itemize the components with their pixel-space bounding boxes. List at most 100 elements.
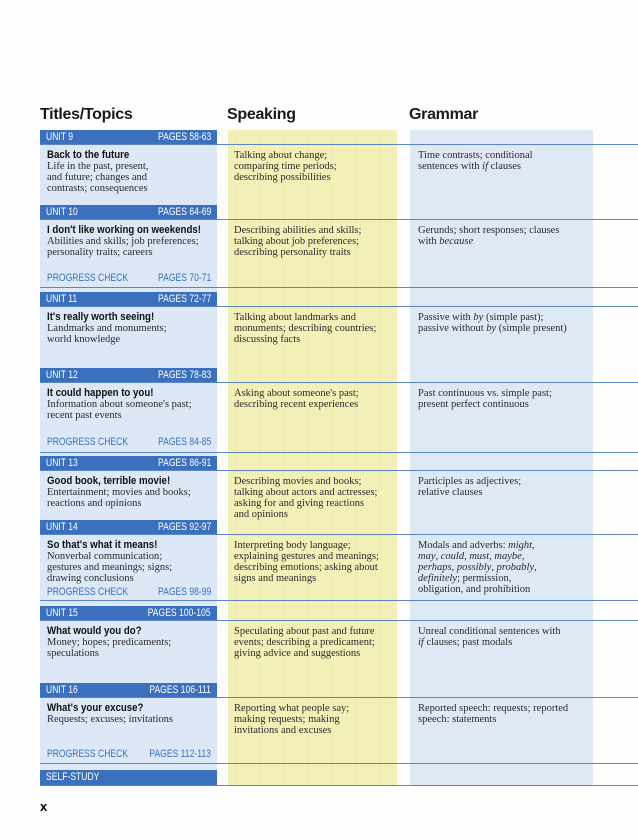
grammar-segment: Past continuous vs. simple past; present…: [418, 388, 552, 410]
divider: [40, 763, 638, 764]
unit-grammar: Reported speech: requests; reported spee…: [418, 703, 568, 725]
unit-label: UNIT 12: [46, 369, 78, 381]
grammar-segment: definitely: [418, 573, 458, 584]
progress-check-pages: PAGES 112-113: [149, 748, 211, 760]
unit-topics: Requests; excuses; invitations: [47, 714, 173, 725]
grammar-segment: maybe: [494, 551, 522, 562]
grammar-segment: if: [418, 637, 424, 648]
unit-grammar: Gerunds; short responses; clauses with b…: [418, 225, 559, 247]
unit-bar: UNIT 9 PAGES 58-63: [40, 130, 217, 145]
unit-topics: Nonverbal communication; gestures and me…: [47, 551, 173, 584]
grammar-segment: perhaps: [418, 562, 452, 573]
grammar-segment: may: [418, 551, 436, 562]
progress-check-label: PROGRESS CHECK: [47, 272, 129, 284]
progress-check-pages: PAGES 98-99: [157, 586, 211, 598]
divider: [40, 144, 638, 145]
unit-topics: Landmarks and monuments; world knowledge: [47, 323, 167, 345]
unit-speaking: Describing abilities and skills; talking…: [234, 225, 362, 258]
unit-pages: PAGES 78-83: [157, 369, 211, 381]
grammar-segment: Modals and adverbs:: [418, 540, 509, 551]
unit-speaking: Speculating about past and future events…: [234, 626, 375, 659]
grammar-segment: (simple present): [496, 323, 567, 334]
unit-bar: UNIT 14 PAGES 92-97: [40, 520, 217, 535]
speaking-header: Speaking: [227, 106, 296, 123]
unit-speaking: Asking about someone's past; describing …: [234, 388, 359, 410]
grammar-segment: ,: [491, 562, 497, 573]
unit-label: UNIT 15: [46, 607, 78, 619]
divider: [40, 785, 638, 786]
grammar-segment: Reported speech: requests; reported spee…: [418, 703, 569, 725]
titles-topics-header: Titles/Topics: [40, 106, 133, 123]
unit-topics: Entertainment; movies and books; reactio…: [47, 487, 191, 509]
grammar-segment: Gerunds; short responses; clauses with: [418, 225, 560, 247]
speaking-column-bg: [228, 130, 397, 786]
divider: [40, 219, 638, 220]
unit-bar: UNIT 12 PAGES 78-83: [40, 368, 217, 383]
unit-title: It could happen to you!: [47, 387, 154, 399]
divider: [40, 470, 638, 471]
progress-check-label: PROGRESS CHECK: [47, 748, 129, 760]
unit-label: UNIT 11: [46, 293, 78, 305]
divider: [40, 600, 638, 601]
grammar-segment: Participles as adjectives; relative clau…: [418, 476, 522, 498]
unit-speaking: Describing movies and books; talking abo…: [234, 476, 378, 520]
unit-topics: Life in the past, present, and future; c…: [47, 161, 149, 194]
grammar-segment: ,: [534, 562, 537, 573]
unit-grammar: Time contrasts; conditional sentences wi…: [418, 150, 533, 172]
progress-check-pages: PAGES 70-71: [157, 272, 211, 284]
unit-pages: PAGES 72-77: [157, 293, 211, 305]
progress-check-label: PROGRESS CHECK: [47, 436, 129, 448]
grammar-segment: might: [508, 540, 533, 551]
unit-topics: Information about someone's past; recent…: [47, 399, 192, 421]
grammar-column-bg: [410, 130, 593, 786]
unit-title: It's really worth seeing!: [47, 311, 155, 323]
grammar-segment: because: [439, 236, 474, 247]
grammar-segment: must: [469, 551, 490, 562]
unit-pages: PAGES 106-111: [149, 684, 211, 696]
grammar-segment: probably: [496, 562, 535, 573]
grammar-segment: possibly: [456, 562, 492, 573]
unit-topics: Money; hopes; predicaments; speculations: [47, 637, 172, 659]
unit-label: UNIT 16: [46, 684, 78, 696]
divider: [40, 452, 638, 453]
divider: [40, 287, 638, 288]
unit-title: What's your excuse?: [47, 702, 144, 714]
unit-topics: Abilities and skills; job preferences; p…: [47, 236, 199, 258]
unit-bar: UNIT 13 PAGES 86-91: [40, 456, 217, 471]
grammar-segment: if: [482, 161, 488, 172]
grammar-segment: could: [440, 551, 465, 562]
grammar-segment: ,: [532, 540, 535, 551]
grammar-segment: by: [473, 312, 484, 323]
grammar-segment: ,: [464, 551, 470, 562]
page-number: x: [40, 799, 48, 814]
unit-bar: UNIT 11 PAGES 72-77: [40, 292, 217, 307]
grammar-segment: Unreal conditional sentences with: [418, 626, 561, 637]
grammar-segment: ,: [435, 551, 441, 562]
unit-bar: UNIT 16 PAGES 106-111: [40, 683, 217, 698]
unit-title: Good book, terrible movie!: [47, 475, 171, 487]
unit-speaking: Reporting what people say; making reques…: [234, 703, 350, 736]
divider: [40, 306, 638, 307]
unit-speaking: Interpreting body language; explaining g…: [234, 540, 379, 584]
grammar-segment: Time contrasts; conditional sentences wi…: [418, 150, 533, 172]
unit-grammar: Participles as adjectives; relative clau…: [418, 476, 521, 498]
progress-check-pages: PAGES 84-85: [157, 436, 211, 448]
grammar-segment: (simple past); passive without: [418, 312, 544, 334]
unit-grammar: Passive with by (simple past); passive w…: [418, 312, 567, 334]
grammar-segment: clauses: [488, 161, 521, 172]
grammar-segment: clauses; past modals: [423, 637, 513, 648]
unit-speaking: Talking about change; comparing time per…: [234, 150, 337, 183]
divider: [40, 382, 638, 383]
grammar-segment: ,: [451, 562, 457, 573]
unit-label: UNIT 14: [46, 521, 78, 533]
unit-pages: PAGES 58-63: [157, 131, 211, 143]
unit-title: What would you do?: [47, 625, 142, 637]
divider: [40, 534, 638, 535]
grammar-header: Grammar: [409, 106, 479, 123]
self-study-bar: SELF-STUDY: [40, 770, 217, 785]
grammar-segment: ,: [521, 551, 525, 562]
self-study-label: SELF-STUDY: [46, 771, 100, 783]
unit-label: UNIT 10: [46, 206, 78, 218]
unit-pages: PAGES 100-105: [148, 607, 211, 619]
